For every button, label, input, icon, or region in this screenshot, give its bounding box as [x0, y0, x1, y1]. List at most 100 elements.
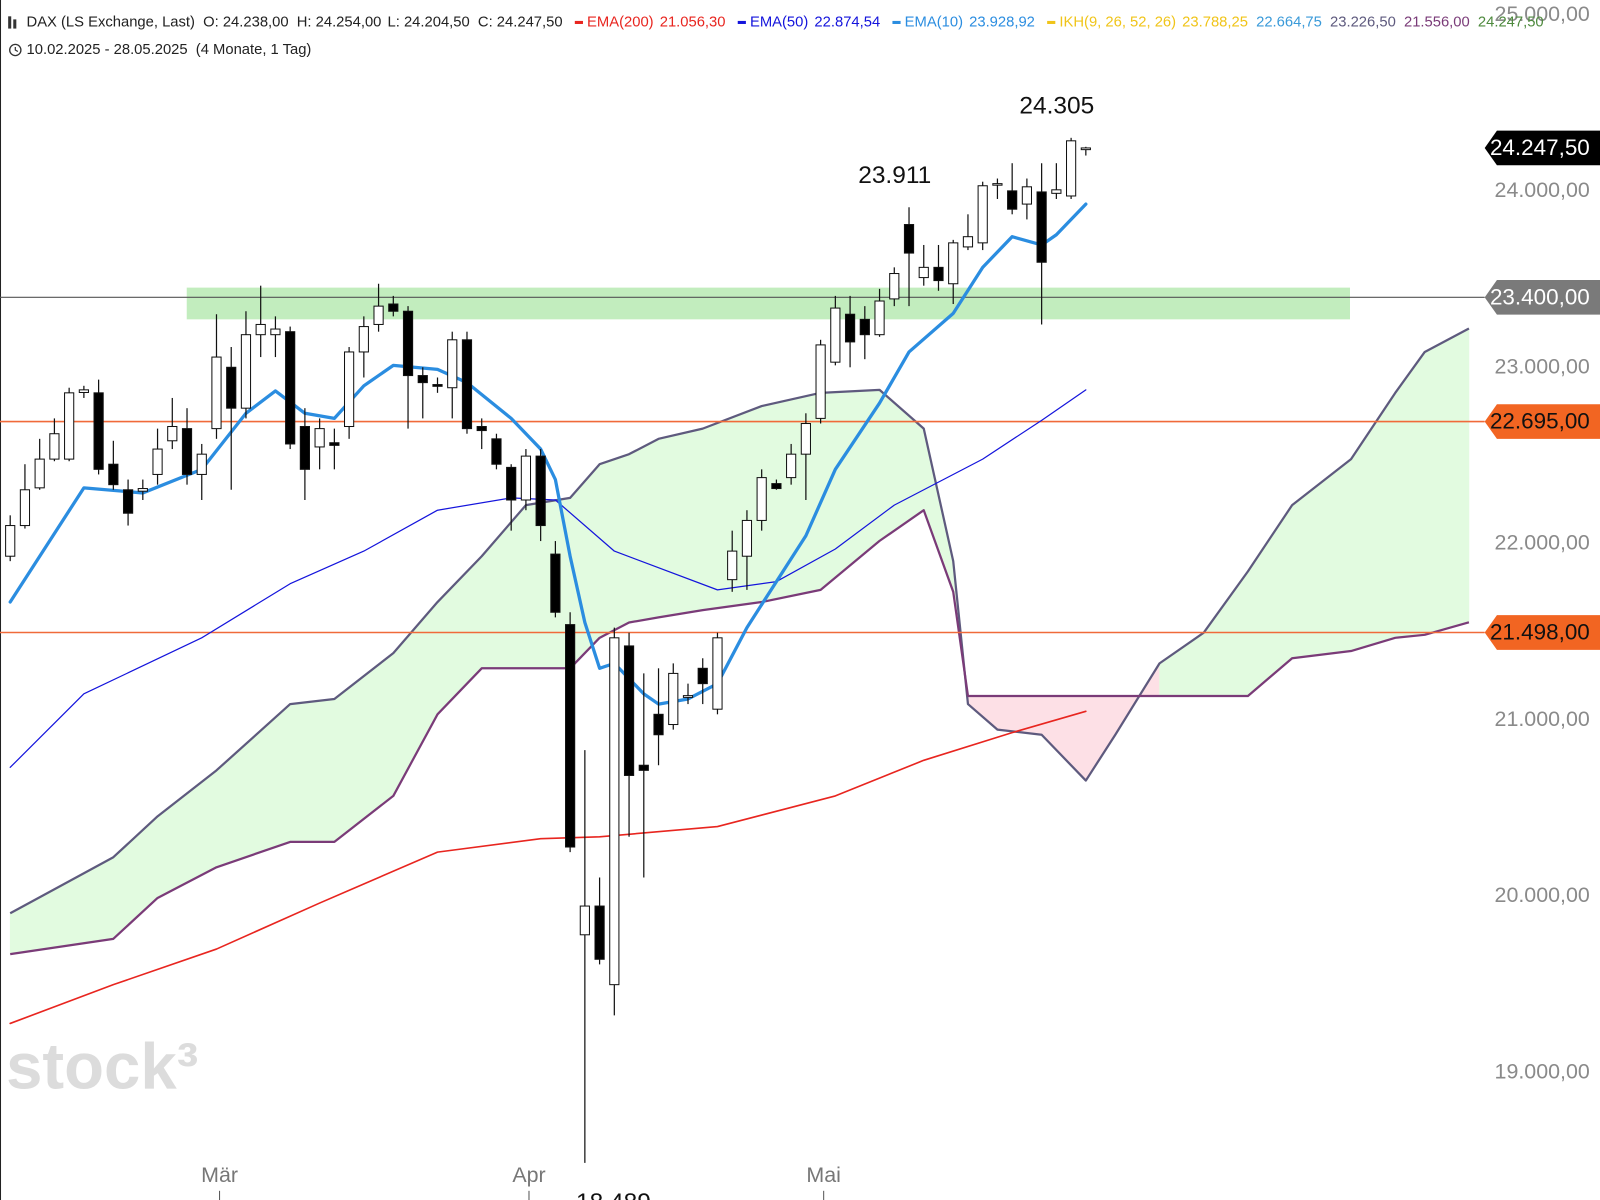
candle-body [992, 183, 1003, 186]
level-label: 22.695,00 [1490, 409, 1590, 434]
candle-body [270, 328, 281, 336]
cloud-fill [1394, 351, 1426, 639]
candle-body [889, 273, 900, 300]
ohlc-value: L: 24.204,50 [388, 14, 470, 30]
legend-value: 23.788,25 [1182, 14, 1248, 30]
candle-body [461, 339, 473, 430]
candle-body [181, 428, 193, 475]
legend-swatch [892, 20, 901, 24]
candle-body [93, 392, 104, 470]
level-box [1484, 279, 1600, 315]
watermark: stock³ [6, 1030, 198, 1103]
candle-body [314, 428, 325, 448]
candle-body [285, 331, 296, 445]
y-tick-label: 21.000,00 [1495, 707, 1590, 731]
candle-body [152, 448, 163, 475]
candle-body [668, 672, 679, 726]
candle-body [520, 455, 532, 501]
ohlc-value: C: 24.247,50 [478, 14, 563, 30]
candle-body [550, 553, 561, 613]
level-box [1484, 615, 1600, 650]
candle-body [682, 695, 694, 698]
legend-value: 23.928,92 [969, 14, 1035, 30]
ema-line [9, 389, 1087, 768]
legend-value: 24.247,50 [1478, 14, 1544, 30]
candle-body [34, 458, 45, 489]
cloud-span [10, 509, 1470, 956]
y-tick-label: 25.000,00 [1495, 2, 1590, 26]
candle-body [565, 624, 576, 848]
candle-body [712, 637, 723, 710]
candle-body [815, 344, 826, 419]
candle-body [874, 300, 885, 336]
candle-body [196, 453, 207, 475]
y-tick-label: 23.000,00 [1495, 354, 1590, 378]
candle-body [506, 466, 517, 501]
candle-body [1051, 189, 1062, 194]
candle-body [122, 489, 134, 514]
candle-body [859, 318, 870, 336]
level-label: 21.498,00 [1490, 619, 1590, 644]
candle-body [343, 351, 355, 428]
candle-body [579, 905, 590, 936]
legend-swatch [737, 20, 746, 24]
candle-body [830, 307, 841, 363]
candle-body [358, 326, 369, 353]
candle-body [240, 334, 252, 409]
legend-value: 23.226,50 [1330, 14, 1396, 30]
date-span: (4 Monate, 1 Tag) [196, 42, 312, 58]
cloud-fill [289, 698, 335, 843]
legend-swatch [574, 20, 583, 24]
legend-name: EMA(10) [905, 14, 963, 30]
candle-body [756, 477, 767, 521]
candle-body [402, 310, 414, 377]
candle-body [388, 303, 399, 312]
candle-body [918, 266, 929, 279]
candle-body [535, 455, 546, 527]
cloud-fill [1424, 328, 1470, 636]
symbol-icon [8, 16, 12, 29]
candle-body [373, 305, 384, 325]
candle-body [64, 392, 75, 460]
candle-body [786, 453, 797, 479]
candle-body [903, 224, 915, 254]
legend-value: 22.874,54 [814, 14, 880, 30]
cloud-fill [658, 428, 704, 618]
candle-body [432, 384, 443, 387]
candle-body [697, 667, 708, 685]
clock-icon [9, 43, 22, 57]
candle-body [727, 550, 738, 581]
x-tick-label: Mär [201, 1163, 238, 1187]
cloud-fill [761, 392, 821, 603]
ohlc-value: H: 24.254,00 [297, 14, 382, 30]
candle-body [933, 266, 944, 282]
candle-body [476, 425, 487, 432]
symbol-name: DAX (LS Exchange, Last) [27, 14, 195, 30]
legend-value: 22.664,75 [1256, 14, 1322, 30]
candle-body [844, 313, 856, 343]
price-annotation: 18.489 [576, 1189, 651, 1200]
level-label: 23.400,00 [1490, 284, 1590, 309]
candle-body [329, 442, 340, 446]
candle-body [962, 236, 974, 248]
level-box [1484, 404, 1600, 439]
cloud-fill [628, 438, 659, 623]
y-tick-label: 24.000,00 [1495, 178, 1590, 202]
y-tick-label: 22.000,00 [1495, 531, 1590, 555]
support-zone [186, 287, 1350, 320]
legend-value: 21.556,00 [1404, 14, 1470, 30]
label-layer: 24.305 23.911 18.489 19.000,00 20.000,00 21.0… [6, 2, 1600, 1200]
candle-body [638, 764, 649, 771]
date-range: 10.02.2025 - 28.05.2025 [27, 42, 188, 58]
candle-body [491, 438, 502, 465]
y-tick-label: 19.000,00 [1495, 1059, 1590, 1083]
legend-name: EMA(50) [750, 14, 808, 30]
candle-body [137, 488, 148, 492]
x-tick-label: Apr [512, 1163, 545, 1187]
candle-body [447, 339, 458, 389]
candle-body [49, 433, 60, 460]
candle-body [78, 389, 89, 393]
candle-body [255, 323, 266, 336]
candle-body [609, 637, 620, 986]
